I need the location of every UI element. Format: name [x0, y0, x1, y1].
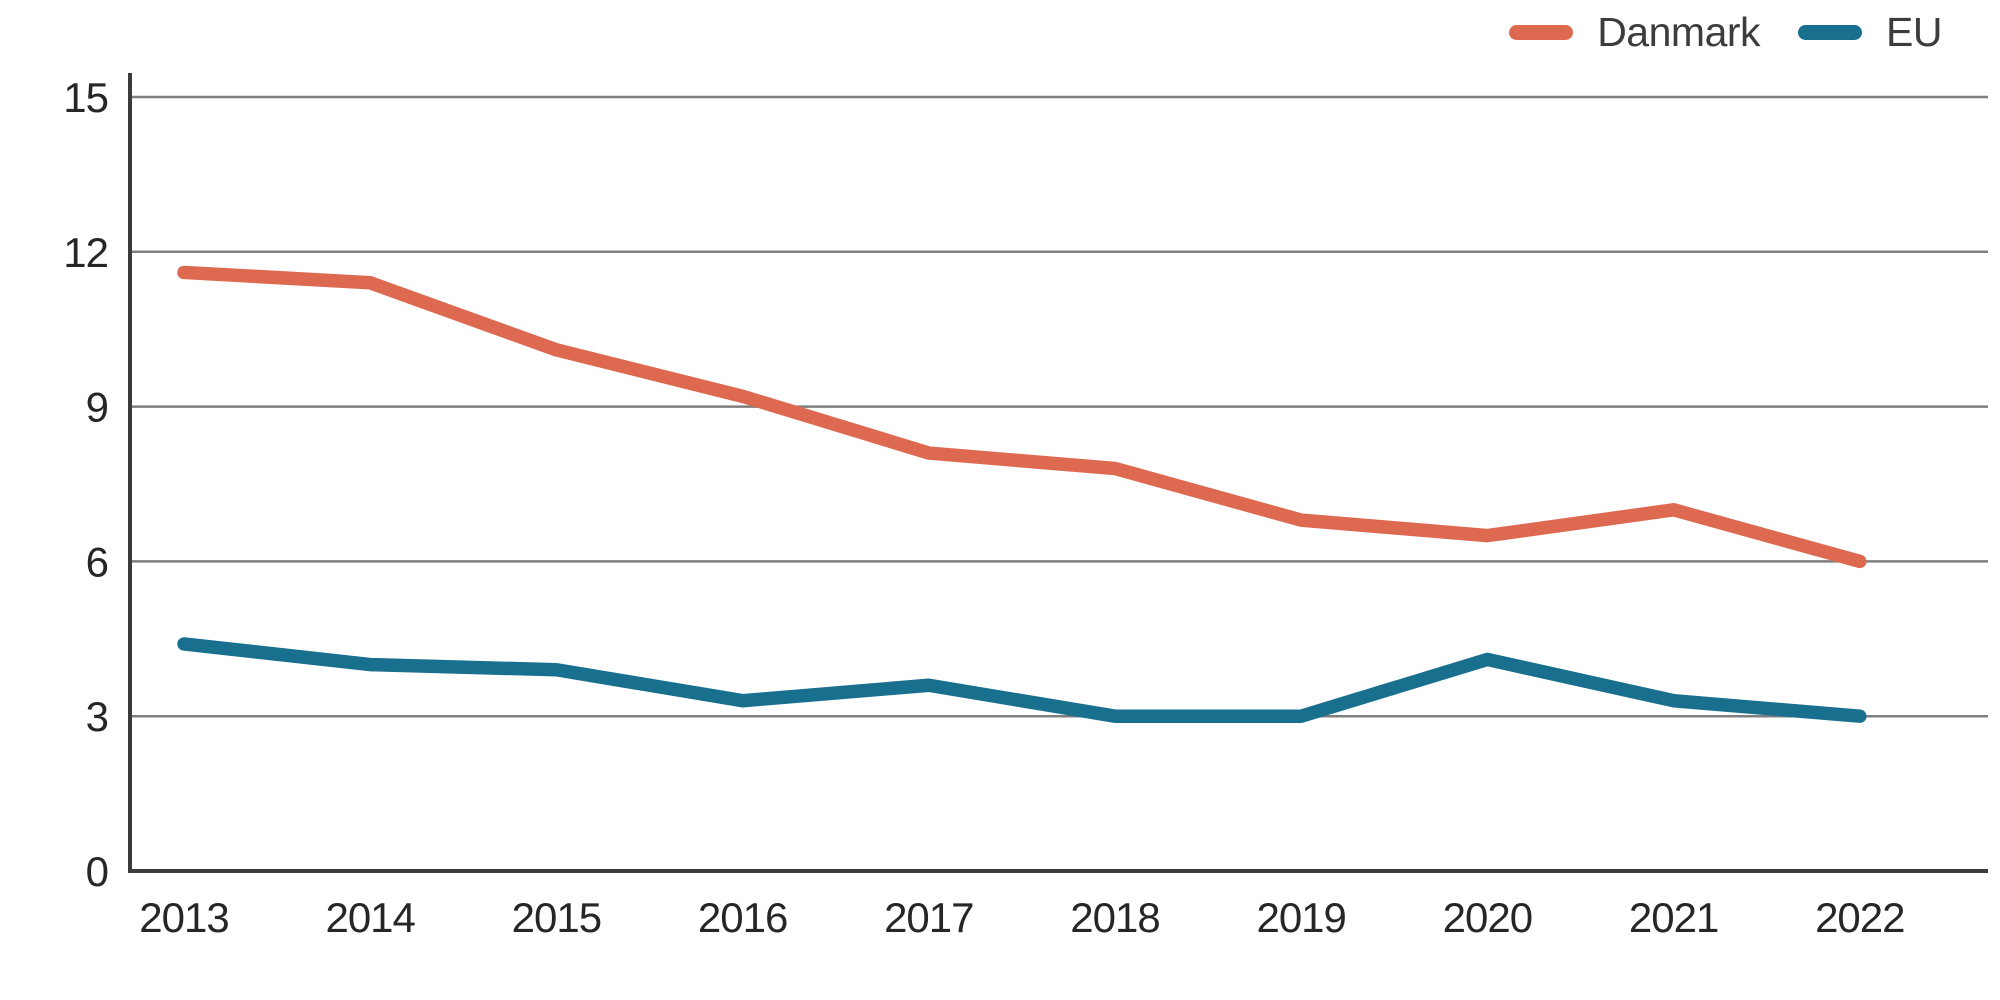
- legend-label: EU: [1886, 9, 1942, 55]
- y-tick-label: 0: [86, 848, 108, 895]
- x-tick-label-2018: 2018: [1070, 894, 1159, 941]
- x-tick-label-2022: 2022: [1815, 894, 1904, 941]
- x-tick-label-2017: 2017: [884, 894, 973, 941]
- legend-swatch-icon: [1509, 25, 1574, 40]
- y-tick-label: 12: [63, 229, 108, 276]
- y-tick-label: 9: [86, 384, 108, 431]
- x-tick-label-2014: 2014: [325, 894, 415, 941]
- y-tick-label: 6: [86, 538, 108, 585]
- legend-item-eu: EU: [1798, 12, 1942, 53]
- x-tick-label-2020: 2020: [1443, 894, 1532, 941]
- x-tick-label-2021: 2021: [1629, 894, 1718, 941]
- y-tick-label: 15: [63, 74, 108, 121]
- legend-label: Danmark: [1597, 9, 1761, 55]
- legend-swatch-icon: [1798, 25, 1863, 40]
- series-line-eu: [177, 637, 1867, 723]
- y-tick-label: 3: [86, 693, 108, 740]
- x-tick-label-2019: 2019: [1256, 894, 1345, 941]
- legend-item-danmark: Danmark: [1509, 9, 1761, 55]
- x-tick-label-2013: 2013: [139, 894, 228, 941]
- x-tick-label-2016: 2016: [698, 894, 787, 941]
- series-line-danmark: [177, 265, 1867, 569]
- chart-legend: Danmark EU: [1509, 12, 1942, 53]
- x-tick-label-2015: 2015: [512, 894, 601, 941]
